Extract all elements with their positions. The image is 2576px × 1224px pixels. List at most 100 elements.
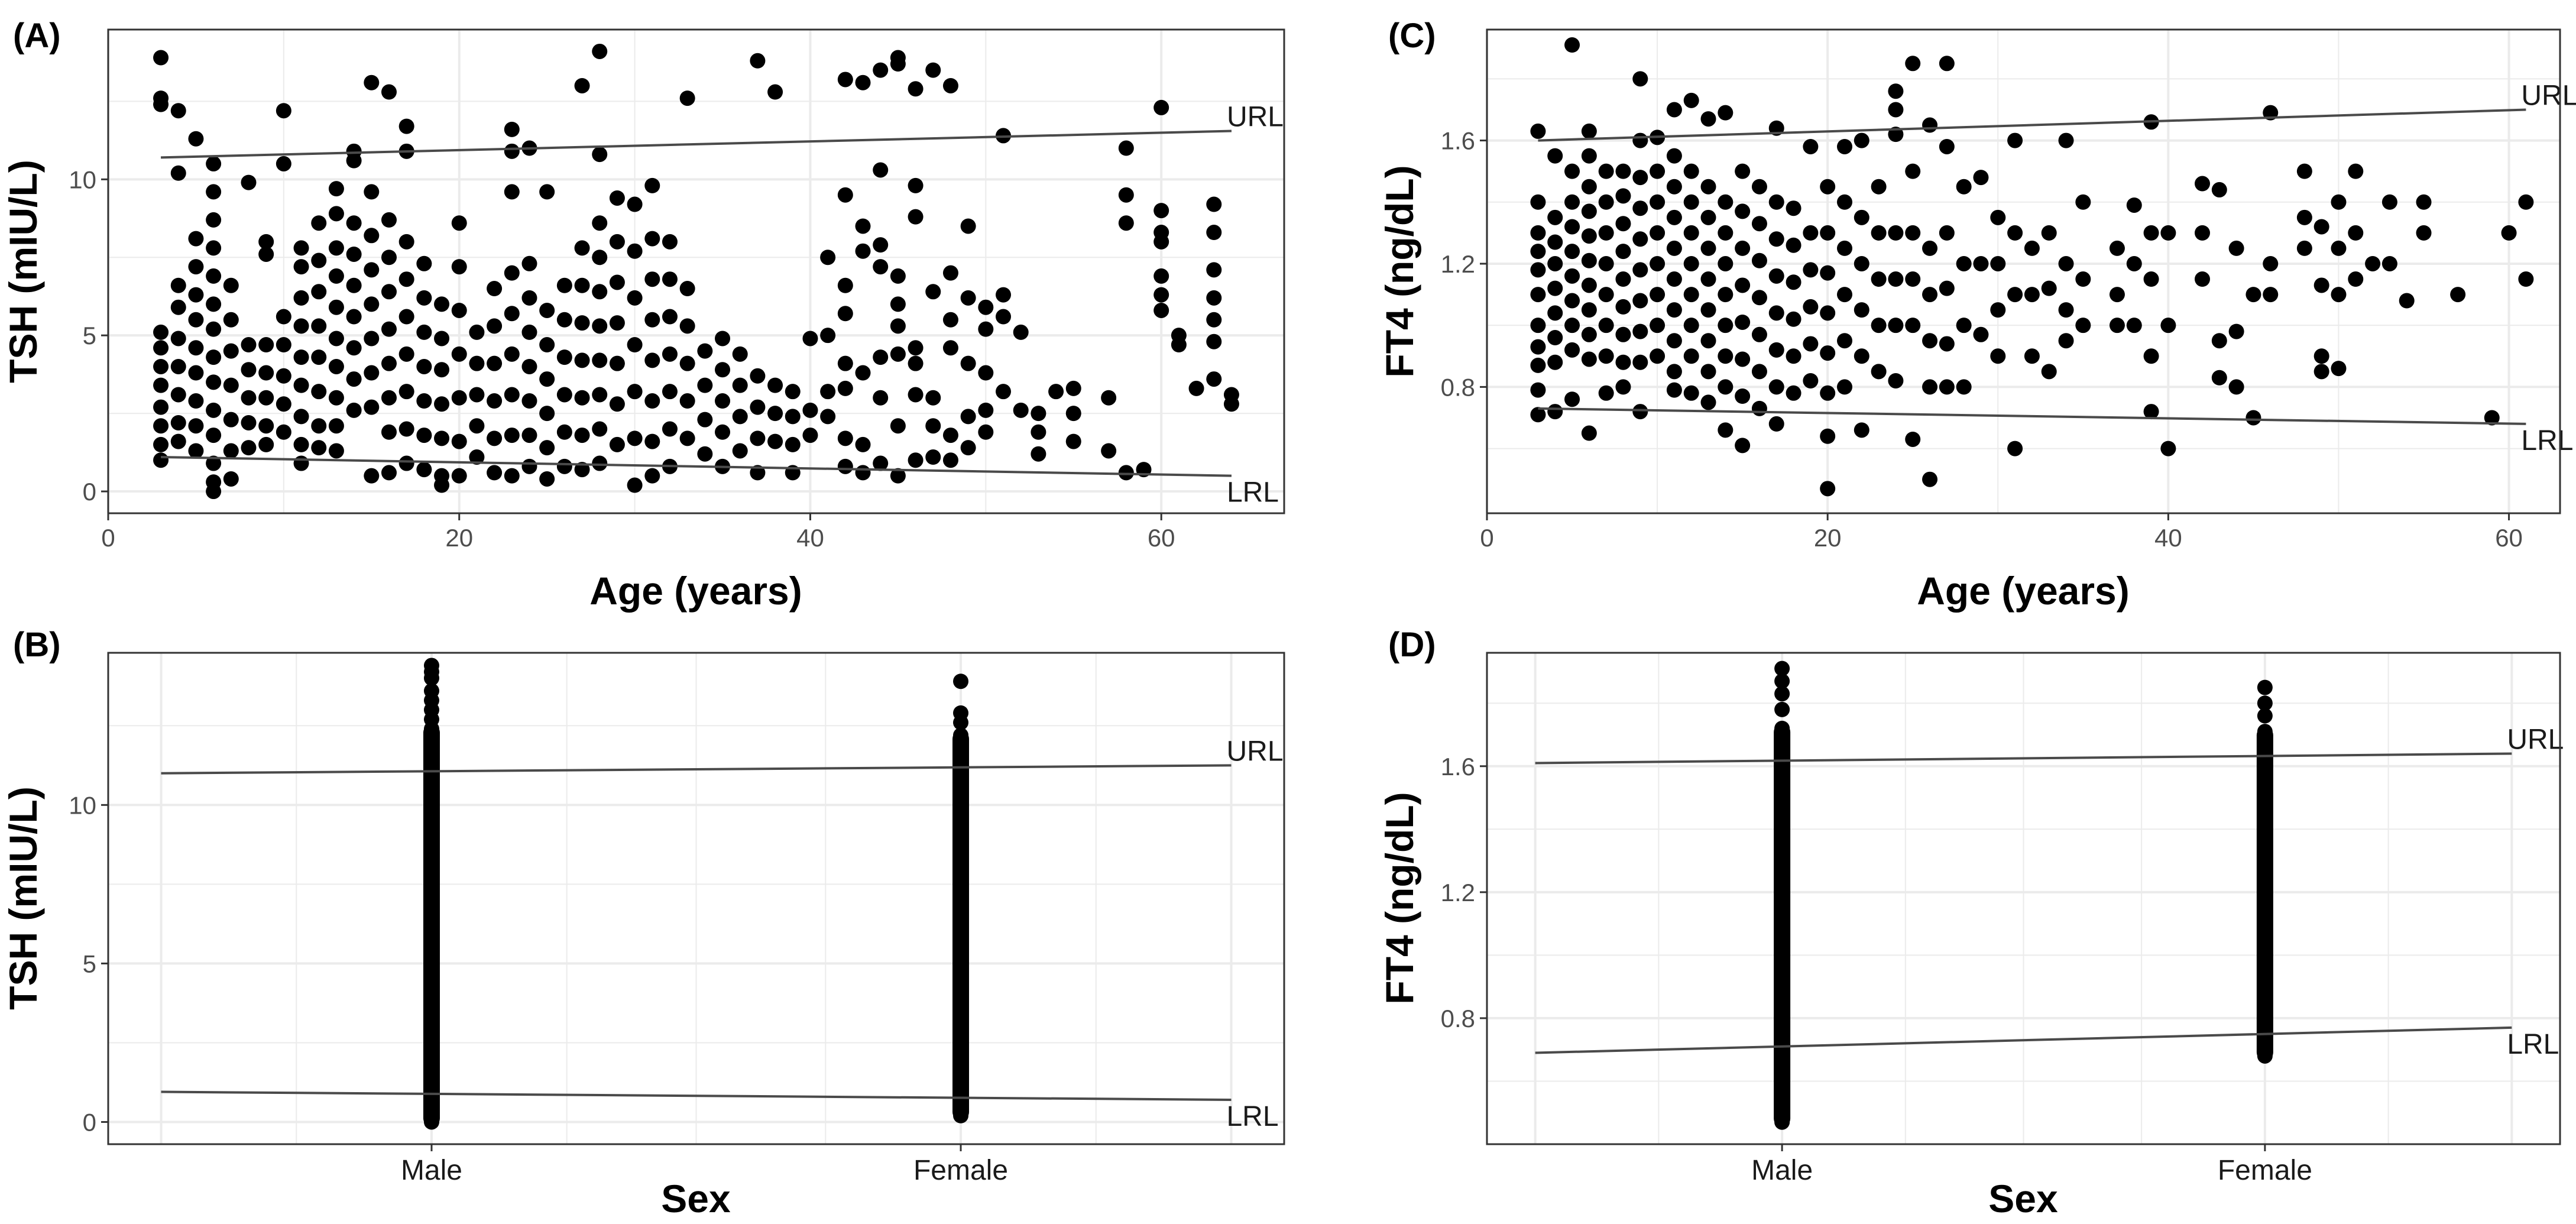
- data-point: [1735, 388, 1751, 404]
- data-point: [258, 246, 274, 262]
- data-point: [679, 90, 695, 106]
- data-point: [2195, 271, 2210, 287]
- url-label: URL: [1227, 102, 1284, 133]
- data-point: [1990, 302, 2006, 318]
- data-point: [328, 443, 344, 459]
- data-point: [416, 324, 432, 340]
- data-point: [1956, 255, 1972, 271]
- data-point: [381, 355, 397, 371]
- data-point: [241, 337, 257, 353]
- data-point: [1101, 390, 1117, 406]
- data-point: [574, 428, 590, 443]
- data-point: [1683, 255, 1699, 271]
- data-point: [2160, 318, 2176, 333]
- data-point: [1774, 673, 1790, 689]
- data-point: [627, 196, 643, 212]
- data-point: [521, 458, 537, 474]
- data-point: [434, 331, 450, 347]
- data-point: [890, 318, 906, 334]
- data-point: [2041, 280, 2057, 296]
- data-point: [451, 433, 467, 449]
- data-point: [276, 309, 291, 325]
- data-point: [908, 209, 924, 225]
- data-point: [609, 190, 625, 206]
- lrl-line: [161, 456, 1232, 477]
- data-point: [381, 212, 397, 228]
- data-point: [381, 250, 397, 265]
- data-point: [978, 321, 994, 337]
- data-point: [153, 340, 169, 356]
- data-point: [2228, 379, 2244, 395]
- data-point: [1888, 83, 1904, 99]
- data-point: [1922, 240, 1938, 256]
- data-point: [2313, 348, 2329, 364]
- data-point: [1922, 287, 1938, 303]
- data-point: [873, 390, 889, 406]
- data-point: [2195, 176, 2210, 192]
- data-point: [1650, 348, 1666, 364]
- data-point: [451, 259, 467, 275]
- data-point: [1547, 280, 1563, 296]
- data-point: [2365, 255, 2381, 271]
- data-point: [170, 277, 186, 293]
- y-tick-label: 0.8: [1441, 1005, 1475, 1032]
- data-point: [416, 358, 432, 374]
- data-point: [1153, 234, 1169, 250]
- data-point: [188, 340, 204, 356]
- data-point: [1650, 225, 1666, 241]
- data-point: [2041, 364, 2057, 380]
- data-point: [504, 265, 520, 281]
- data-point: [644, 352, 660, 368]
- data-point: [697, 412, 713, 428]
- data-point: [1871, 225, 1887, 241]
- data-point: [908, 355, 924, 371]
- data-point: [750, 368, 766, 384]
- data-point: [223, 377, 239, 393]
- data-point: [732, 443, 748, 459]
- data-point: [2296, 209, 2312, 225]
- data-point: [1803, 138, 1819, 154]
- data-point: [1700, 364, 1716, 380]
- data-point: [1700, 111, 1716, 127]
- data-point: [153, 399, 169, 415]
- data-point: [942, 312, 958, 328]
- data-point: [1854, 209, 1869, 225]
- data-point: [2313, 219, 2329, 235]
- data-point: [1854, 302, 1869, 318]
- data-point: [328, 358, 344, 374]
- x-tick-label: 20: [1814, 524, 1842, 552]
- data-point: [1990, 209, 2006, 225]
- data-point: [293, 455, 309, 471]
- x-tick-label: 40: [2154, 524, 2182, 552]
- data-point: [662, 384, 678, 400]
- data-point: [2058, 302, 2074, 318]
- data-point: [2109, 318, 2125, 333]
- data-point: [2211, 182, 2227, 197]
- data-point: [170, 358, 186, 374]
- data-point: [258, 365, 274, 381]
- data-point: [170, 415, 186, 430]
- data-point: [153, 436, 169, 452]
- data-point: [890, 56, 906, 72]
- data-point: [2331, 194, 2347, 210]
- data-point: [188, 259, 204, 275]
- data-point: [381, 321, 397, 337]
- data-point: [258, 234, 274, 250]
- data-point: [1615, 299, 1631, 315]
- data-point: [328, 390, 344, 406]
- strip-dense-female: [2256, 727, 2273, 1061]
- data-point: [1530, 194, 1546, 210]
- y-tick-label: 0: [83, 478, 96, 506]
- panel-a: URL LRL 0 5 10 0 20 40 60 (A) Age (years) TSH (mIU/…: [1, 17, 1285, 613]
- data-point: [2075, 318, 2091, 333]
- data-point: [539, 406, 555, 422]
- data-point: [1774, 701, 1790, 717]
- data-point: [1735, 438, 1751, 454]
- data-point: [241, 174, 257, 190]
- lrl-label: LRL: [1226, 1101, 1278, 1132]
- data-point: [2331, 361, 2347, 377]
- data-point: [398, 421, 414, 437]
- data-point: [837, 430, 853, 446]
- lrl-line: [161, 1090, 1232, 1101]
- data-point: [1650, 194, 1666, 210]
